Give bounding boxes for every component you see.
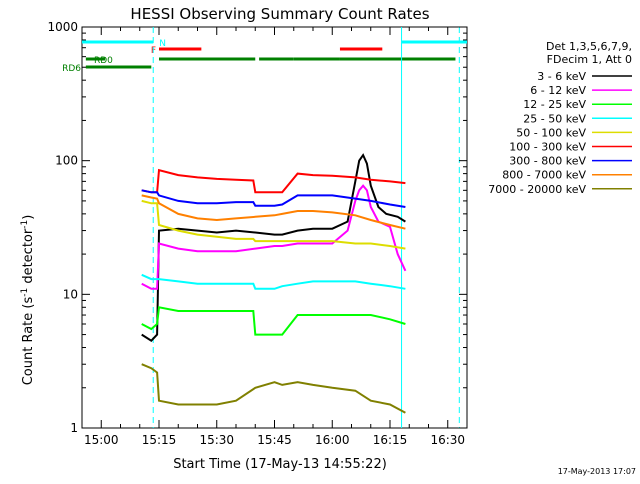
- chart-title: HESSI Observing Summary Count Rates: [130, 5, 429, 23]
- series-line: [141, 199, 406, 250]
- y-axis-label-main: Count Rate (s: [21, 297, 36, 386]
- x-tick-label: 16:00: [315, 433, 350, 447]
- legend-entry-label: 3 - 6 keV: [537, 70, 586, 83]
- y-axis-label-end: ): [21, 215, 36, 220]
- series-line: [141, 363, 406, 414]
- x-tick-label: 16:30: [430, 433, 465, 447]
- x-tick-label: 15:15: [142, 433, 177, 447]
- legend-entry-label: 25 - 50 keV: [523, 112, 586, 125]
- y-axis-label: Count Rate (s-1 detector-1): [20, 215, 36, 386]
- legend-entry-label: 6 - 12 keV: [530, 84, 586, 97]
- y-axis-label-mid: detector: [21, 228, 36, 288]
- series-line: [141, 189, 406, 208]
- y-tick-label: 1000: [47, 20, 78, 34]
- footer-date: 17-May-2013 17:07: [558, 467, 636, 476]
- legend-entry-label: 300 - 800 keV: [509, 155, 586, 168]
- y-tick-label: 1: [70, 421, 78, 435]
- y-axis-label-sup1: -1: [20, 288, 30, 297]
- legend-entry-label: 800 - 7000 keV: [502, 169, 586, 182]
- data-series: [141, 153, 407, 414]
- y-axis-label-group: Count Rate (s-1 detector-1): [20, 215, 36, 386]
- series-line: [141, 194, 406, 230]
- flag-bar-label: RD0: [94, 56, 113, 66]
- x-tick-label: 15:45: [257, 433, 292, 447]
- y-axis-label-sup2: -1: [20, 220, 30, 229]
- series-line: [141, 168, 406, 194]
- flag-bar-label: RD6: [62, 64, 81, 74]
- x-axis-label: Start Time (17-May-13 14:55:22): [173, 457, 387, 472]
- legend-entry-label: 50 - 100 keV: [516, 126, 586, 139]
- flag-bar-label: N: [159, 39, 166, 49]
- series-line: [141, 184, 407, 290]
- legend-header-line: Det 1,3,5,6,7,9,: [546, 40, 632, 53]
- axes: 15:00 15:15 15:30 15:45 16:00 16:15 16:30 1 10 10…: [47, 20, 467, 447]
- series-line: [141, 306, 406, 336]
- legend: Det 1,3,5,6,7,9,FDecim 1, Att 0 3 - 6 keV…: [488, 40, 632, 196]
- x-tick-label: 15:00: [84, 433, 119, 447]
- x-tick-label: 15:30: [199, 433, 234, 447]
- y-tick-label: 10: [63, 287, 78, 301]
- y-tick-label: 100: [55, 154, 78, 168]
- flag-bars: NFRD0RD6: [62, 39, 467, 74]
- legend-header-line: FDecim 1, Att 0: [547, 53, 632, 66]
- legend-entry-label: 7000 - 20000 keV: [488, 183, 586, 196]
- legend-entry-label: 12 - 25 keV: [523, 98, 586, 111]
- legend-entry-label: 100 - 300 keV: [509, 141, 586, 154]
- x-tick-label: 16:15: [373, 433, 408, 447]
- series-line: [141, 273, 406, 290]
